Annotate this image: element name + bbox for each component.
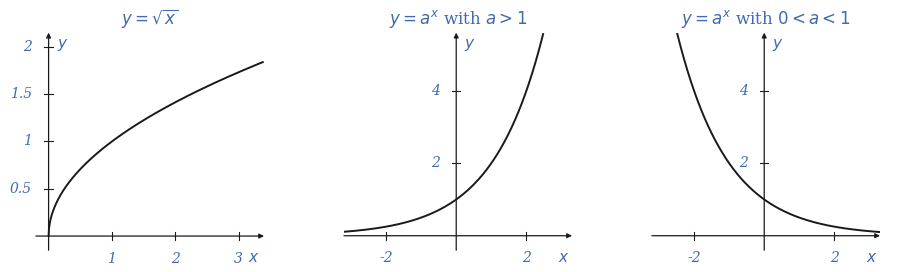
Text: $y$: $y$ (57, 37, 68, 53)
Text: -2: -2 (379, 251, 392, 265)
Text: 4: 4 (739, 84, 748, 98)
Title: $y = a^x$ with $0 < a < 1$: $y = a^x$ with $0 < a < 1$ (682, 8, 850, 30)
Text: 2: 2 (830, 251, 839, 265)
Text: $y$: $y$ (772, 37, 784, 53)
Text: 3: 3 (234, 252, 243, 266)
Text: 0.5: 0.5 (10, 182, 32, 196)
Text: $x$: $x$ (867, 251, 877, 265)
Text: -2: -2 (687, 251, 700, 265)
Text: 2: 2 (739, 156, 748, 170)
Text: 1: 1 (108, 252, 117, 266)
Text: 2: 2 (431, 156, 440, 170)
Text: 1: 1 (23, 134, 32, 149)
Title: $y = \sqrt{x}$: $y = \sqrt{x}$ (121, 7, 179, 30)
Text: 2: 2 (171, 252, 180, 266)
Text: 2: 2 (23, 40, 32, 54)
Text: 2: 2 (522, 251, 531, 265)
Text: $y$: $y$ (464, 37, 476, 53)
Text: 4: 4 (431, 84, 440, 98)
Title: $y = a^x$ with $a > 1$: $y = a^x$ with $a > 1$ (389, 8, 527, 30)
Text: 1.5: 1.5 (10, 87, 32, 101)
Text: $x$: $x$ (559, 251, 569, 265)
Text: $x$: $x$ (248, 251, 260, 265)
